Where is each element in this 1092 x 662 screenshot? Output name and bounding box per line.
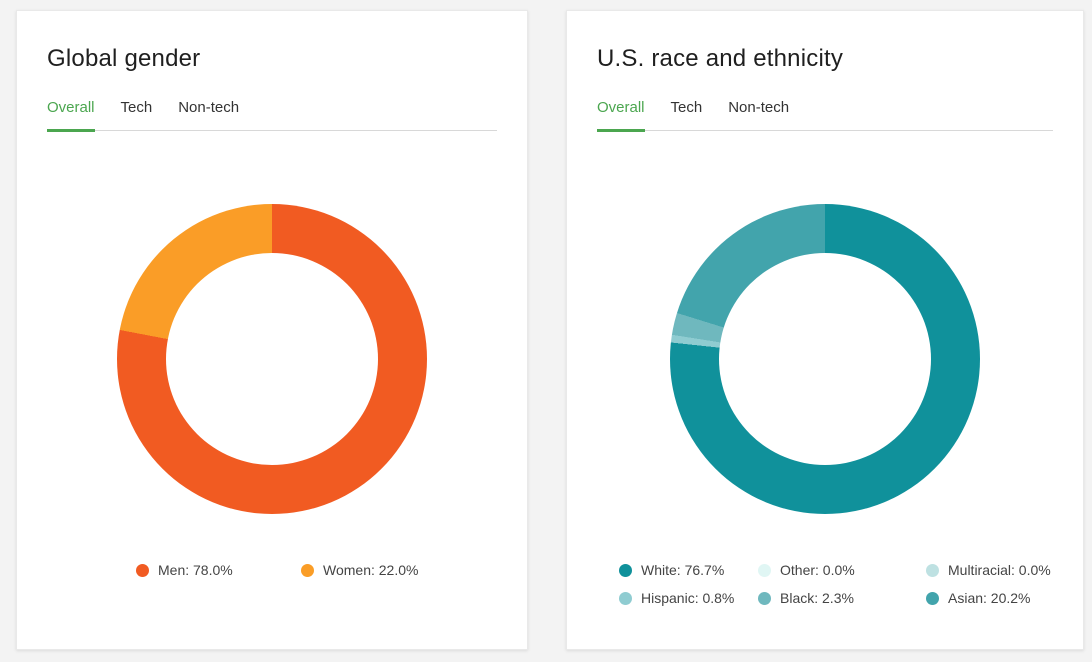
- tab-overall[interactable]: Overall: [597, 99, 645, 132]
- legend-item-asian: Asian: 20.2%: [926, 590, 1053, 606]
- gender-donut-area: [47, 204, 497, 514]
- global-gender-tab-bar: Overall Tech Non-tech: [47, 99, 497, 132]
- legend-item-women: Women: 22.0%: [301, 562, 466, 578]
- legend-item-black: Black: 2.3%: [758, 590, 926, 606]
- asian-dot-icon: [926, 591, 939, 605]
- legend-item-men: Men: 78.0%: [136, 562, 301, 578]
- gender-legend: Men: 78.0% Women: 22.0%: [136, 562, 497, 578]
- page-title: Global gender: [47, 45, 201, 72]
- page-title: U.S. race and ethnicity: [597, 45, 844, 72]
- women-dot-icon: [301, 563, 314, 577]
- legend-label: Hispanic: 0.8%: [641, 590, 735, 606]
- legend-item-other: Other: 0.0%: [758, 562, 926, 578]
- tab-overall[interactable]: Overall: [47, 99, 95, 132]
- legend-label: Asian: 20.2%: [948, 590, 1031, 606]
- race-donut-area: [597, 204, 1053, 514]
- race-donut-chart: [670, 204, 980, 514]
- men-dot-icon: [136, 563, 149, 577]
- race-tab-bar: Overall Tech Non-tech: [597, 99, 1053, 132]
- legend-label: White: 76.7%: [641, 562, 725, 578]
- gender-donut-chart: [117, 204, 427, 514]
- race-legend: White: 76.7% Other: 0.0% Multiracial: 0.…: [619, 562, 1053, 606]
- white-dot-icon: [619, 563, 632, 577]
- legend-label: Women: 22.0%: [323, 562, 419, 578]
- us-race-ethnicity-card: U.S. race and ethnicity Overall Tech Non…: [566, 10, 1084, 650]
- legend-label: Black: 2.3%: [780, 590, 854, 606]
- hispanic-dot-icon: [619, 591, 632, 605]
- tab-tech[interactable]: Tech: [120, 99, 153, 116]
- legend-label: Multiracial: 0.0%: [948, 562, 1051, 578]
- tab-non-tech[interactable]: Non-tech: [178, 99, 240, 116]
- legend-label: Men: 78.0%: [158, 562, 233, 578]
- legend-item-hispanic: Hispanic: 0.8%: [619, 590, 758, 606]
- tab-tech[interactable]: Tech: [670, 99, 703, 116]
- black-dot-icon: [758, 591, 771, 605]
- global-gender-card: Global gender Overall Tech Non-tech Men:…: [16, 10, 528, 650]
- tab-non-tech[interactable]: Non-tech: [728, 99, 790, 116]
- legend-item-multiracial: Multiracial: 0.0%: [926, 562, 1053, 578]
- multiracial-dot-icon: [926, 563, 939, 577]
- legend-label: Other: 0.0%: [780, 562, 855, 578]
- other-dot-icon: [758, 563, 771, 577]
- legend-item-white: White: 76.7%: [619, 562, 758, 578]
